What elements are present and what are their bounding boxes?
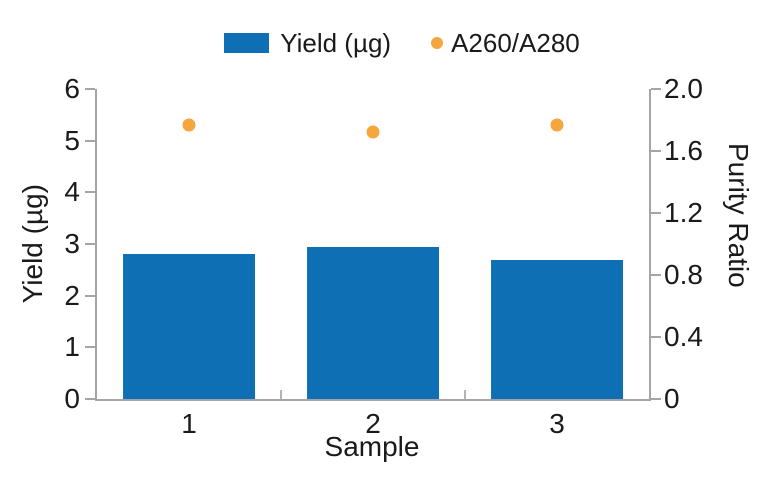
right-y-tick-mark bbox=[651, 398, 661, 400]
right-y-tick-label: 1.2 bbox=[664, 197, 703, 228]
right-y-tick-label: 2.0 bbox=[664, 73, 703, 104]
x-axis-title: Sample bbox=[324, 431, 420, 462]
right-y-tick-mark bbox=[651, 336, 661, 338]
left-y-tick-label: 2 bbox=[64, 279, 80, 311]
ratio-point bbox=[182, 118, 196, 132]
left-y-tick-mark bbox=[85, 191, 95, 194]
left-y-tick-label: 3 bbox=[64, 228, 80, 259]
right-y-tick-mark bbox=[651, 88, 661, 90]
legend-label-yield: Yield (µg) bbox=[280, 28, 392, 58]
yield-bar bbox=[491, 259, 623, 399]
ratio-point bbox=[550, 118, 564, 132]
yield-bar bbox=[123, 254, 255, 399]
x-boundary-tick bbox=[464, 390, 466, 399]
left-y-tick-label: 0 bbox=[64, 383, 80, 414]
legend-item-ratio: A260/A280 bbox=[431, 30, 580, 56]
right-y-tick-label: 1.6 bbox=[664, 135, 703, 166]
right-y-tick-mark bbox=[651, 274, 661, 276]
plot-area: 0 1 2 3 4 5 6 0 0.4 0.8 1.2 1.6 2.0 1 2 3 bbox=[64, 75, 703, 438]
ratio-dot-icon bbox=[431, 37, 444, 49]
legend: Yield (µg) A260/A280 bbox=[0, 30, 768, 56]
x-category-label: 2 bbox=[365, 408, 381, 439]
left-axis-title-text: Yield (µg) bbox=[17, 184, 48, 304]
left-y-tick-mark bbox=[85, 88, 95, 90]
left-y-tick-label: 4 bbox=[64, 176, 80, 208]
left-y-tick-label: 1 bbox=[64, 331, 80, 363]
right-y-tick-label: 0.8 bbox=[664, 259, 703, 290]
yield-swatch-icon bbox=[224, 33, 270, 53]
left-y-tick-mark bbox=[85, 346, 95, 349]
right-y-tick-mark bbox=[651, 150, 661, 152]
legend-item-yield: Yield (µg) bbox=[224, 30, 391, 56]
left-y-tick-mark bbox=[85, 243, 95, 245]
yield-bar bbox=[307, 246, 439, 399]
x-boundary-tick bbox=[280, 390, 282, 399]
left-y-tick-mark bbox=[85, 398, 95, 400]
right-axis-title-text: Purity Ratio bbox=[723, 142, 754, 288]
x-category-label: 3 bbox=[549, 408, 565, 439]
right-axis-title: Purity Ratio bbox=[714, 60, 762, 370]
left-y-tick-label: 5 bbox=[64, 124, 80, 156]
left-y-tick-mark bbox=[85, 294, 95, 297]
left-y-tick-label: 6 bbox=[64, 73, 80, 104]
legend-label-ratio: A260/A280 bbox=[451, 28, 580, 58]
right-y-tick-label: 0 bbox=[664, 383, 680, 414]
left-axis-title: Yield (µg) bbox=[12, 89, 54, 399]
right-y-tick-label: 0.4 bbox=[664, 321, 703, 352]
ratio-point bbox=[366, 125, 380, 139]
x-category-label: 1 bbox=[181, 408, 197, 439]
left-y-tick-mark bbox=[85, 139, 95, 142]
right-y-tick-mark bbox=[651, 212, 661, 214]
